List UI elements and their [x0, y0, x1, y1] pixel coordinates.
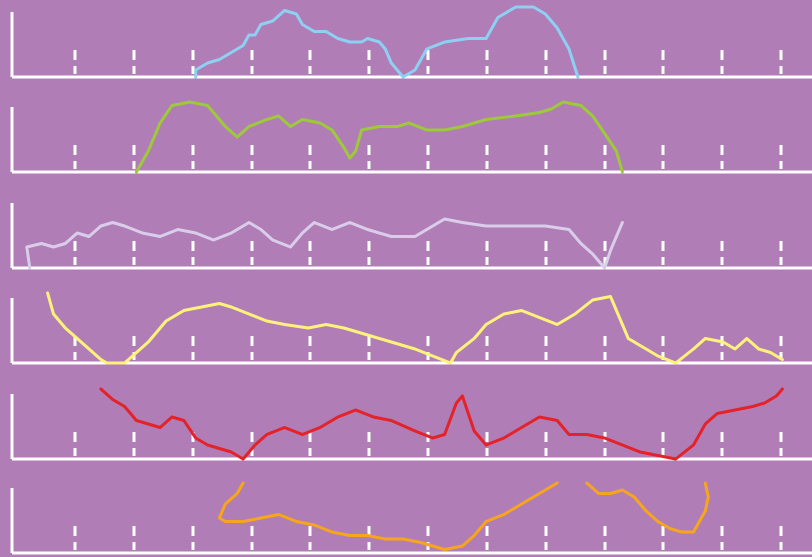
- series-line-2-1: [134, 100, 624, 174]
- series-line-4-1: [46, 291, 784, 365]
- series-line-6-2: [585, 481, 710, 534]
- panel-5: [10, 387, 812, 461]
- series-line-5-1: [99, 387, 784, 461]
- panel-4: [10, 291, 812, 365]
- series-line-1-1: [194, 5, 580, 79]
- series-line-6-1: [217, 481, 559, 551]
- series-line-3-1: [25, 217, 624, 270]
- panel-2: [10, 100, 812, 174]
- panel-6: [10, 481, 812, 555]
- panel-3: [10, 203, 812, 270]
- panel-1: [10, 5, 812, 79]
